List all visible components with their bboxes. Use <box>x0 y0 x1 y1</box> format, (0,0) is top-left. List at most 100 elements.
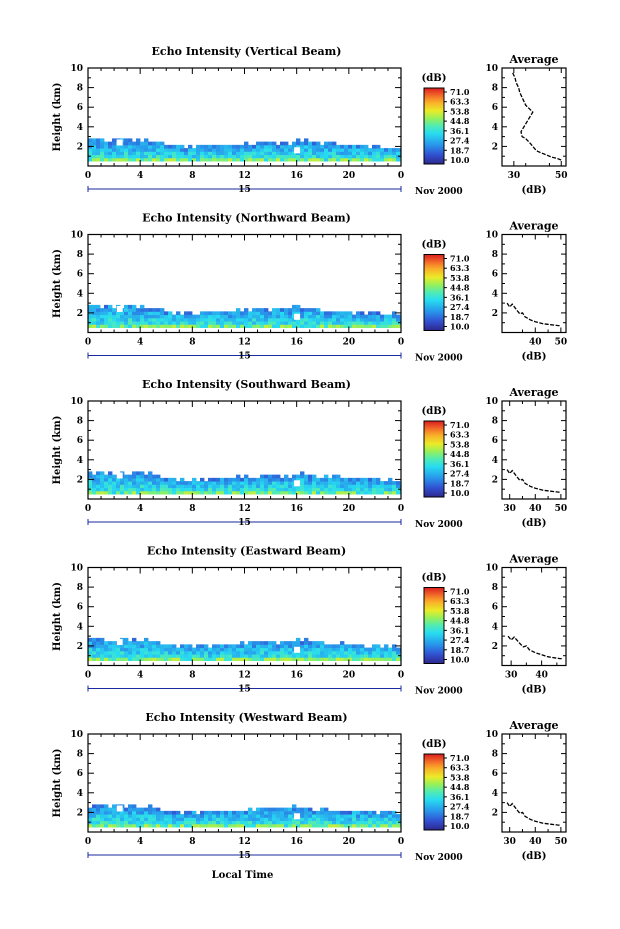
x-tick-label: 8 <box>189 671 195 681</box>
avg-x-tick-label: 40 <box>529 504 542 514</box>
colorbar-tick-label: 27.4 <box>450 302 470 312</box>
colorbar-unit: (dB) <box>422 573 447 584</box>
avg-y-tick-label: 8 <box>492 250 498 260</box>
panel-4: Echo Intensity (Eastward Beam) Height (km… <box>52 545 567 697</box>
average-title: Average <box>508 53 558 66</box>
colorbar-tick-label: 10.0 <box>450 488 470 498</box>
x-tick-label: 20 <box>343 837 356 847</box>
heatmap <box>88 304 401 328</box>
colorbar-tick-label: 18.7 <box>450 145 469 155</box>
data-gap <box>116 472 123 479</box>
y-axis-label: Height (km) <box>52 582 63 651</box>
colorbar-tick-label: 36.1 <box>450 292 469 302</box>
colorbar <box>423 420 445 498</box>
x-tick-label: 0 <box>85 504 91 514</box>
x-tick-label: 0 <box>85 338 91 348</box>
colorbar-tick-label: 36.1 <box>450 126 469 136</box>
day-label: 15 <box>238 685 251 695</box>
colorbar-tick-label: 27.4 <box>450 635 470 645</box>
colorbar-tick-label: 53.8 <box>450 106 470 116</box>
y-tick-label: 4 <box>77 289 83 299</box>
x-tick-label: 4 <box>137 671 143 681</box>
avg-y-tick-label: 2 <box>492 475 498 485</box>
avg-x-tick-label: 50 <box>555 171 568 181</box>
colorbar-tick-label: 63.3 <box>450 97 470 107</box>
average-profile-line <box>506 469 561 493</box>
colorbar-unit: (dB) <box>422 739 447 750</box>
x-tick-label: 0 <box>85 671 91 681</box>
y-tick-label: 8 <box>77 417 83 427</box>
data-gap <box>294 646 301 653</box>
day-label: 15 <box>238 851 251 861</box>
colorbar-tick-label: 63.3 <box>450 263 470 273</box>
colorbar-tick-label: 44.8 <box>450 283 470 293</box>
x-axis-label: Local Time <box>212 870 274 881</box>
y-tick-label: 4 <box>77 789 83 799</box>
colorbar-tick-label: 53.8 <box>450 273 470 283</box>
colorbar-tick-label: 63.3 <box>450 596 470 606</box>
heatmap <box>88 637 401 661</box>
colorbar-tick-label: 63.3 <box>450 430 470 440</box>
colorbar <box>423 87 445 165</box>
avg-x-tick-label: 30 <box>508 171 521 181</box>
panel-1: Echo Intensity (Vertical Beam) Height (km… <box>52 45 568 197</box>
avg-y-tick-label: 4 <box>492 289 498 299</box>
panel-title: Echo Intensity (Vertical Beam) <box>151 45 341 58</box>
colorbar-unit: (dB) <box>422 406 447 417</box>
avg-x-tick-label: 40 <box>529 338 542 348</box>
date-label: Nov 2000 <box>415 853 463 863</box>
y-tick-label: 4 <box>77 622 83 632</box>
x-tick-label: 0 <box>398 671 404 681</box>
avg-y-tick-label: 8 <box>492 750 498 760</box>
data-gap <box>116 638 123 645</box>
x-tick-label: 8 <box>189 171 195 181</box>
average-profile-line <box>507 635 563 660</box>
y-tick-label: 8 <box>77 250 83 260</box>
avg-x-tick-label: 50 <box>555 837 568 847</box>
data-gap <box>116 305 123 312</box>
average-title: Average <box>508 386 558 399</box>
x-tick-label: 16 <box>290 338 303 348</box>
colorbar-tick-label: 44.8 <box>450 449 470 459</box>
x-tick-label: 20 <box>343 504 356 514</box>
avg-y-tick-label: 4 <box>492 456 498 466</box>
average-profile-line <box>506 802 561 826</box>
average-xlabel: (dB) <box>522 518 547 529</box>
y-tick-label: 6 <box>77 603 83 613</box>
colorbar-tick-label: 44.8 <box>450 116 470 126</box>
data-gap <box>294 313 301 320</box>
x-tick-label: 12 <box>238 671 251 681</box>
x-tick-label: 16 <box>290 671 303 681</box>
colorbar-tick-label: 10.0 <box>450 322 470 332</box>
x-tick-label: 20 <box>343 671 356 681</box>
avg-y-tick-label: 2 <box>492 642 498 652</box>
y-tick-label: 10 <box>70 564 83 574</box>
avg-x-tick-label: 40 <box>529 837 542 847</box>
x-tick-label: 0 <box>85 837 91 847</box>
x-tick-label: 12 <box>238 171 251 181</box>
colorbar-tick-label: 36.1 <box>450 625 469 635</box>
colorbar <box>423 254 445 331</box>
x-tick-label: 4 <box>137 504 143 514</box>
y-axis-label: Height (km) <box>52 749 63 818</box>
colorbar-tick-label: 63.3 <box>450 763 470 773</box>
colorbar-tick-label: 18.7 <box>450 478 469 488</box>
data-gap <box>116 139 123 146</box>
x-tick-label: 0 <box>398 171 404 181</box>
y-tick-label: 2 <box>77 142 83 152</box>
colorbar <box>423 753 445 831</box>
avg-y-tick-label: 6 <box>492 436 498 446</box>
y-axis-label: Height (km) <box>52 416 63 485</box>
y-tick-label: 10 <box>70 730 83 740</box>
avg-y-tick-label: 6 <box>492 769 498 779</box>
avg-x-tick-label: 40 <box>535 671 548 681</box>
heatmap <box>88 138 401 162</box>
colorbar-tick-label: 27.4 <box>450 469 470 479</box>
avg-y-tick-label: 10 <box>485 231 498 241</box>
colorbar-tick-label: 36.1 <box>450 792 469 802</box>
colorbar-tick-label: 36.1 <box>450 459 469 469</box>
colorbar-tick-label: 10.0 <box>450 655 470 665</box>
y-tick-label: 10 <box>70 64 83 74</box>
avg-x-tick-label: 50 <box>555 504 568 514</box>
